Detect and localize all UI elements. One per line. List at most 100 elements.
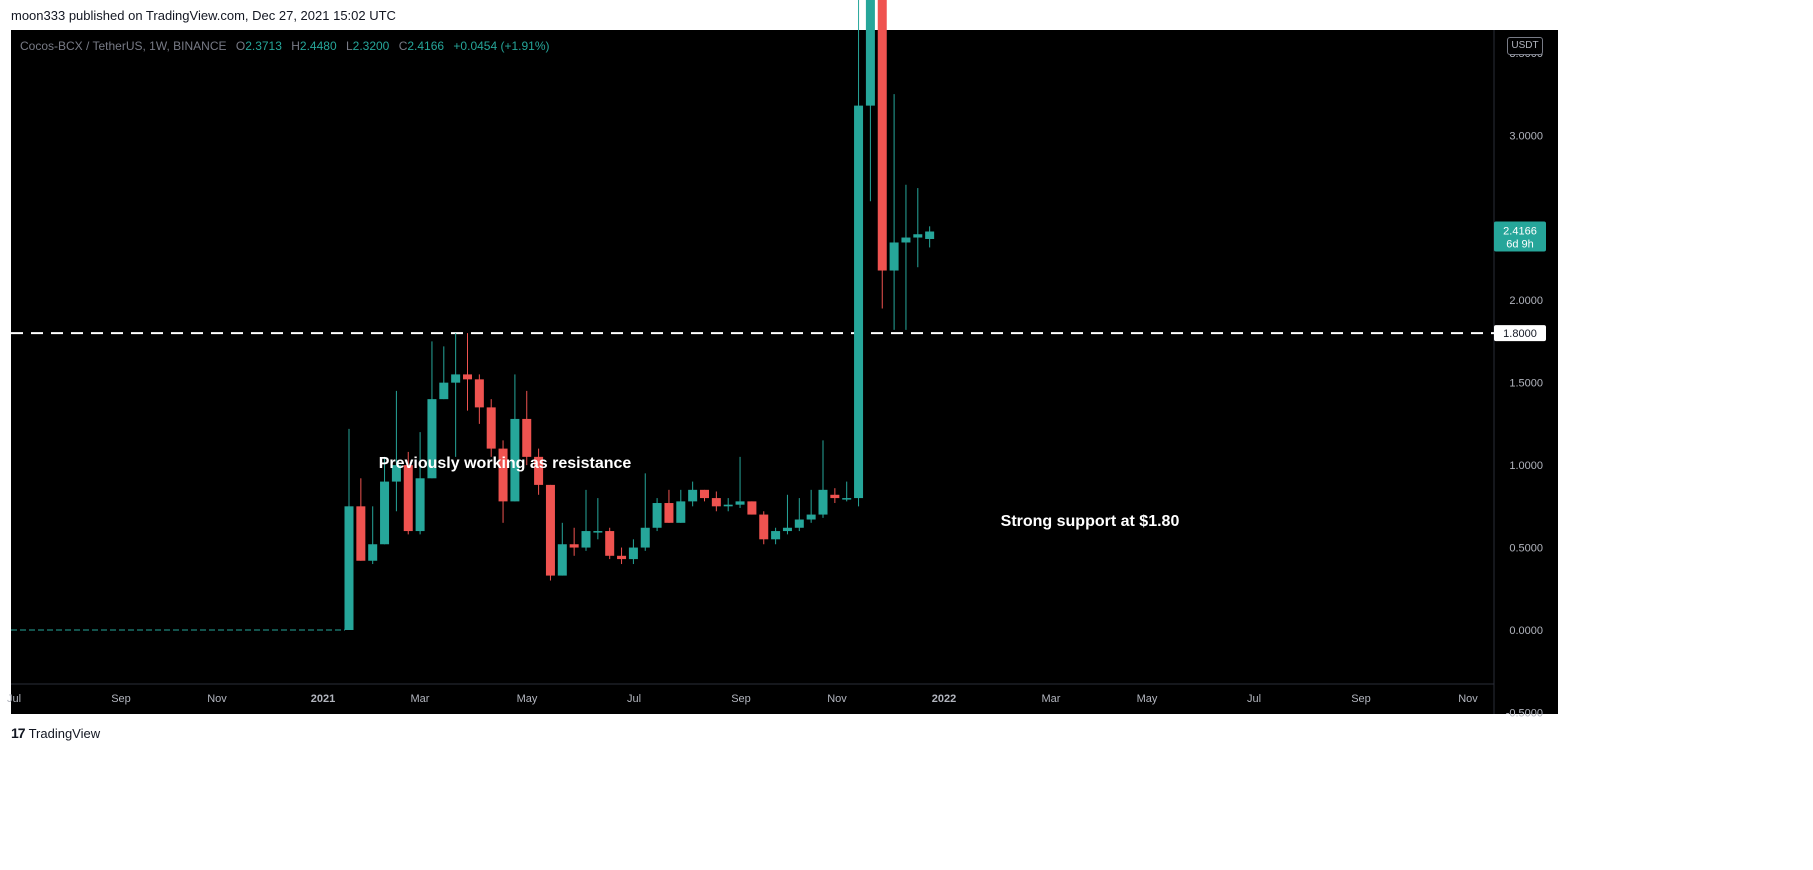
- candle: [356, 478, 366, 561]
- candle: [688, 481, 698, 507]
- currency-unit-badge[interactable]: USDT: [1507, 37, 1543, 55]
- x-tick-label: Sep: [731, 693, 751, 705]
- candle-body: [510, 418, 520, 502]
- candle: [759, 511, 769, 545]
- candle: [842, 481, 852, 502]
- y-tick-label: 0.0000: [1509, 625, 1543, 637]
- change-value: +0.0454 (+1.91%): [453, 39, 550, 53]
- low-value: 2.3200: [352, 39, 390, 53]
- candle: [463, 333, 472, 411]
- ohlc-legend: Cocos-BCX / TetherUS, 1W, BINANCE O2.371…: [20, 39, 550, 53]
- candle-body: [735, 501, 745, 505]
- candle-body: [498, 448, 508, 502]
- candle-body: [782, 527, 792, 532]
- chart-frame[interactable]: [11, 30, 1558, 714]
- candle: [510, 374, 520, 502]
- candle: [415, 432, 425, 535]
- candle-body: [806, 514, 816, 520]
- candle: [711, 491, 721, 512]
- candle-body: [391, 465, 401, 482]
- candlestick-chart[interactable]: -0.5000 0.0000 0.5000 1.0000 1.5000 2.0000 3.0…: [0, 0, 1568, 750]
- support-price-badge: [1494, 325, 1546, 342]
- candle: [782, 494, 792, 535]
- candle-body: [569, 544, 579, 548]
- support-annotation: Strong support at $1.80: [1001, 513, 1180, 530]
- candle-body: [830, 494, 840, 499]
- candle-body: [913, 234, 923, 238]
- x-tick-label: 2022: [932, 693, 956, 705]
- candle-body: [368, 544, 378, 561]
- candle-body: [925, 231, 935, 239]
- candle: [557, 522, 567, 576]
- candle: [700, 489, 709, 502]
- candle-body: [403, 465, 413, 532]
- candle-body: [842, 498, 852, 500]
- candle-body: [865, 0, 875, 106]
- candle-body: [759, 514, 769, 540]
- candle-body: [415, 478, 425, 532]
- open-value: 2.3713: [245, 39, 282, 53]
- candle: [522, 390, 532, 466]
- candle: [854, 0, 864, 507]
- candle-body: [380, 481, 390, 545]
- candle-body: [522, 418, 532, 457]
- candle-body: [534, 456, 544, 485]
- candle: [391, 390, 401, 512]
- last-price-label: 2.4166: [1503, 226, 1537, 238]
- close-value: 2.4166: [407, 39, 445, 53]
- candle: [877, 0, 887, 309]
- candle: [427, 341, 437, 479]
- candle: [545, 484, 555, 581]
- candle: [640, 473, 650, 551]
- y-tick-label: 3.0000: [1509, 130, 1543, 142]
- candle-body: [688, 489, 698, 502]
- candle-body: [545, 484, 555, 576]
- x-tick-label: Mar: [1042, 693, 1061, 705]
- candle-body: [593, 531, 603, 533]
- candle-body: [901, 237, 911, 243]
- publisher-line: moon333 published on TradingView.com, De…: [11, 8, 396, 23]
- candle: [865, 0, 875, 202]
- footer-brand: 17 TradingView: [11, 725, 100, 741]
- candle: [771, 527, 781, 545]
- candle-body: [344, 506, 354, 630]
- x-tick-label: Jul: [7, 693, 21, 705]
- high-key: H: [291, 39, 300, 53]
- x-tick-label: Nov: [207, 693, 227, 705]
- candle-body: [723, 504, 733, 507]
- symbol-title: Cocos-BCX / TetherUS, 1W, BINANCE: [20, 39, 227, 53]
- candle-body: [628, 547, 638, 560]
- candle-body: [854, 105, 864, 499]
- candle: [735, 456, 745, 508]
- low-key: L: [345, 39, 353, 53]
- candle-body: [486, 407, 496, 449]
- x-tick-label: Nov: [827, 693, 847, 705]
- candle: [403, 451, 413, 535]
- candle-body: [794, 519, 804, 528]
- x-tick-label: Sep: [1351, 693, 1371, 705]
- candle-body: [889, 242, 899, 271]
- candle: [439, 346, 449, 400]
- candle-body: [427, 399, 437, 479]
- candle: [652, 498, 662, 532]
- candle-body: [747, 501, 757, 515]
- x-tick-label: May: [1137, 693, 1158, 705]
- candle-body: [877, 0, 887, 271]
- candle-body: [557, 544, 567, 576]
- candle-body: [664, 503, 674, 523]
- candle: [664, 489, 674, 523]
- candle-body: [771, 531, 781, 540]
- candle-body: [605, 531, 615, 556]
- candle: [344, 428, 354, 630]
- candle: [830, 488, 840, 504]
- candle: [617, 547, 627, 565]
- y-tick-label: -0.5000: [1506, 707, 1543, 719]
- candle: [451, 333, 461, 457]
- candle: [901, 184, 911, 330]
- candle-body: [818, 489, 828, 515]
- x-tick-label: May: [517, 693, 538, 705]
- candle: [593, 498, 603, 540]
- candle-body: [711, 498, 721, 507]
- x-tick-label: 2021: [311, 693, 335, 705]
- high-value: 2.4480: [299, 39, 337, 53]
